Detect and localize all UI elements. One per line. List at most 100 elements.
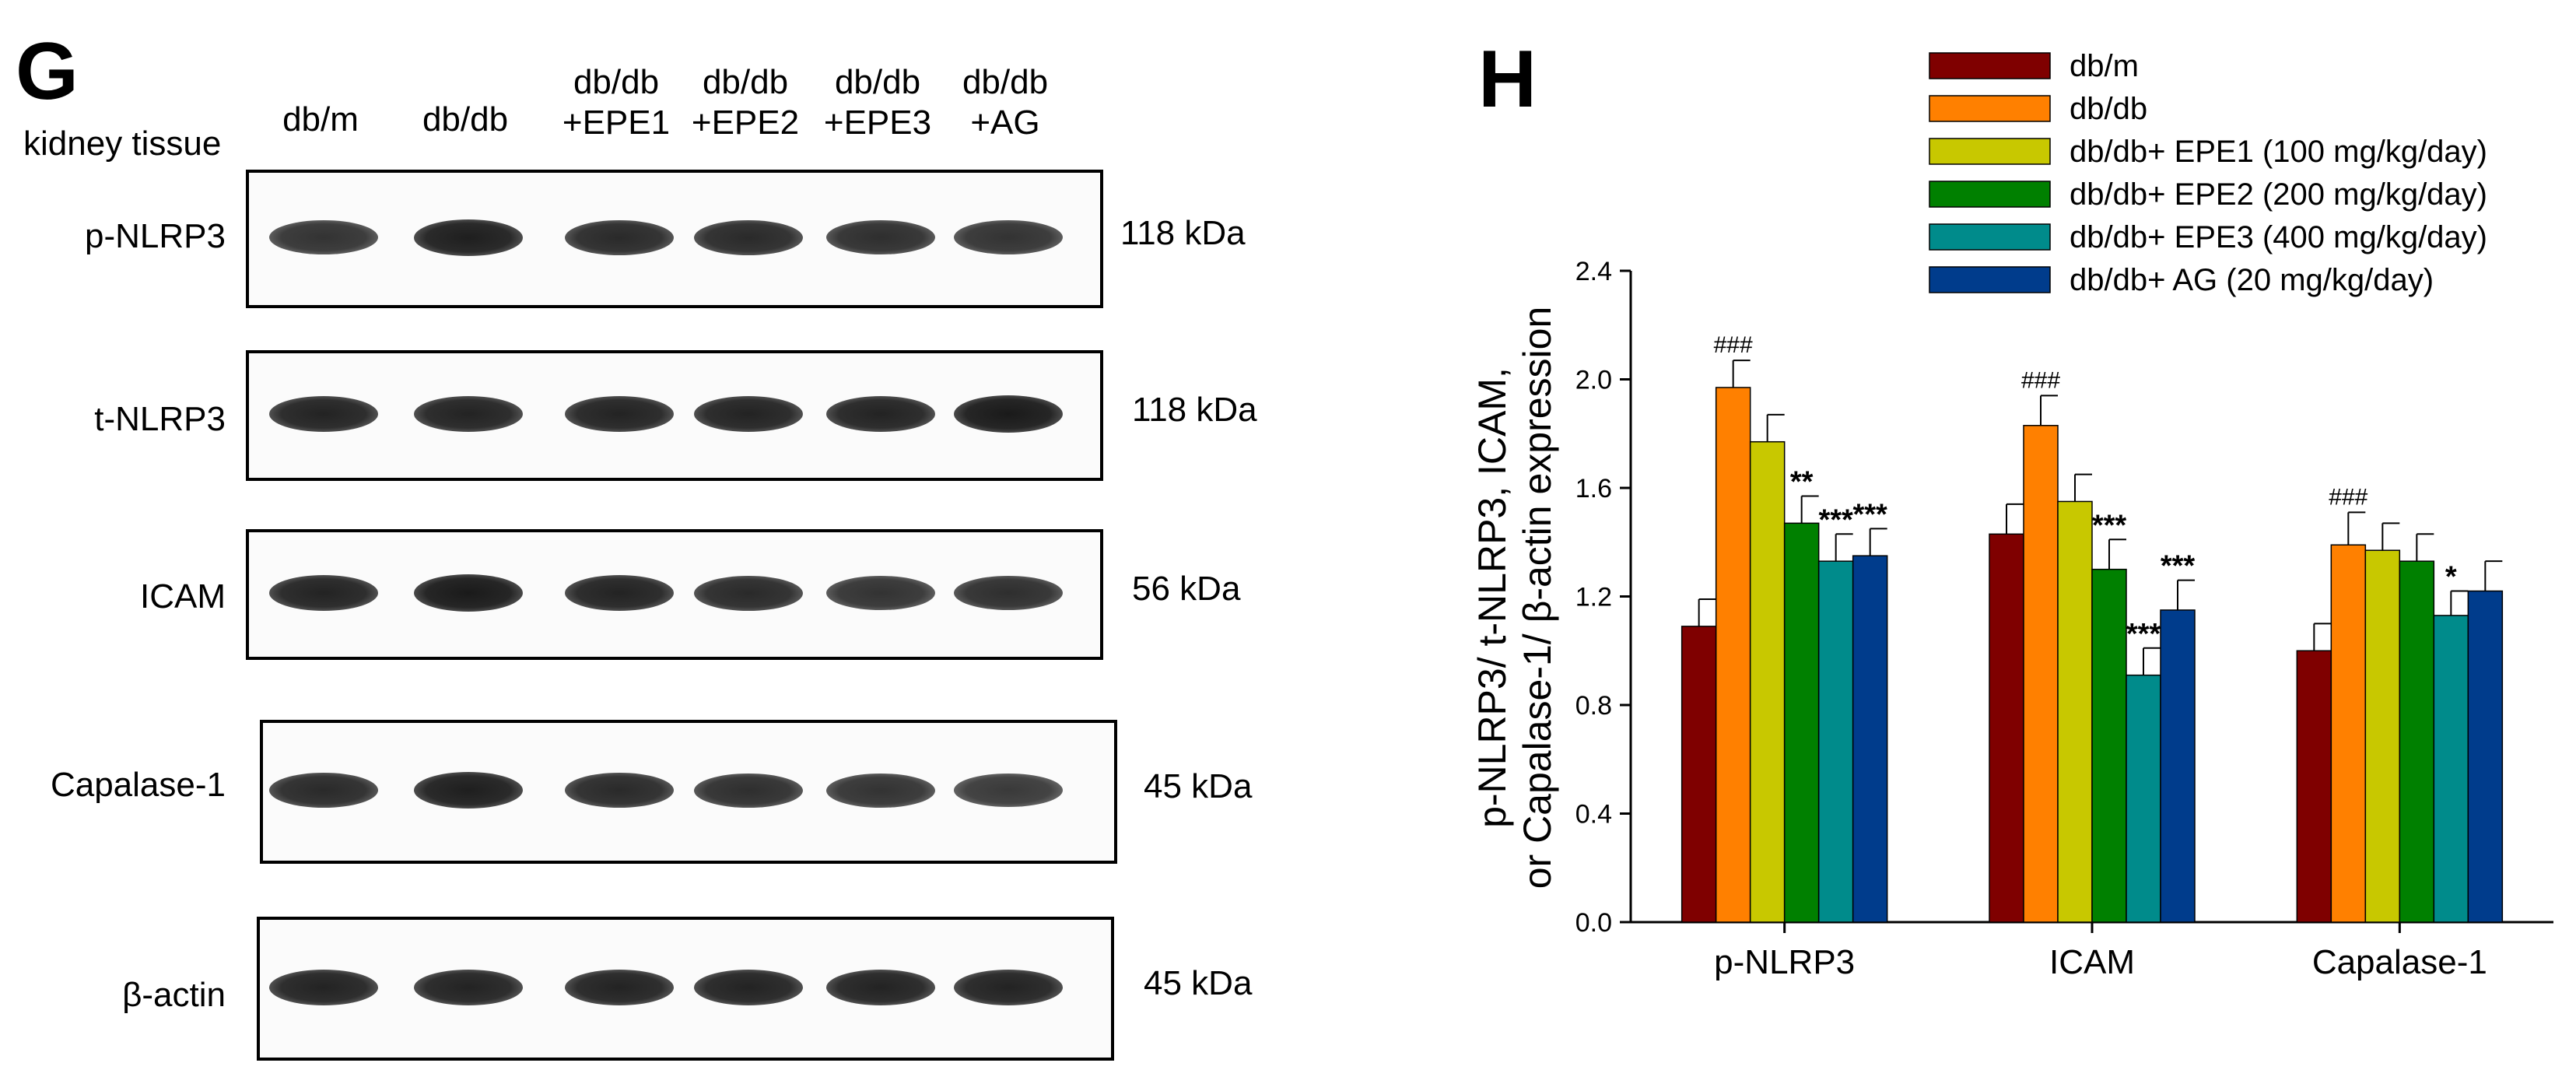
blot-band (565, 773, 674, 808)
y-tick-label: 1.2 (1575, 583, 1612, 612)
blot-band (826, 396, 935, 432)
significance-label: *** (1818, 503, 1853, 536)
blot-row-label: t-NLRP3 (94, 400, 226, 438)
blot-band (694, 575, 803, 611)
blot-band (954, 576, 1063, 610)
lane-header: db/db +EPE1 (546, 62, 686, 143)
blot-band (269, 773, 378, 808)
legend-swatch (1929, 223, 2051, 251)
significance-label: *** (2161, 550, 2196, 583)
x-tick-label: Capalase-1 (2312, 943, 2487, 981)
blot-band (414, 219, 523, 256)
significance-label: ### (2021, 367, 2060, 393)
blot-band (954, 220, 1063, 254)
significance-label: * (2445, 561, 2457, 594)
bar (2399, 560, 2435, 923)
y-tick-label: 2.0 (1575, 366, 1612, 395)
bar (2433, 615, 2469, 923)
significance-label: ### (1714, 332, 1753, 358)
bar (2091, 568, 2127, 923)
bar (1715, 387, 1751, 923)
legend-swatch (1929, 181, 2051, 208)
blot-band (954, 969, 1063, 1005)
bar (2160, 609, 2196, 923)
blot-row-label: p-NLRP3 (85, 217, 226, 255)
tissue-label: kidney tissue (23, 125, 222, 163)
blot-band (414, 396, 523, 432)
lane-header-line2: +EPE3 (823, 103, 932, 142)
blot-kda-label: 45 kDa (1144, 767, 1253, 805)
y-axis-label: or Capalase-1/ β-actin expression (1516, 307, 1559, 889)
legend-label: db/db+ AG (20 mg/kg/day) (2070, 263, 2434, 297)
lane-header: db/db +EPE3 (808, 62, 948, 143)
lane-header-line1: db/db (962, 63, 1049, 101)
bar (1783, 522, 1820, 923)
legend-swatch (1929, 138, 2051, 165)
panel-h-letter: H (1478, 34, 1537, 125)
blot-row-label: ICAM (140, 577, 226, 616)
y-axis-label: p-NLRP3/ t-NLRP3, ICAM, (1470, 367, 1514, 828)
y-tick-label: 0.4 (1575, 800, 1612, 830)
legend-label: db/db+ EPE2 (200 mg/kg/day) (2070, 177, 2487, 212)
blot-band (269, 969, 378, 1005)
blot--actin (257, 917, 1114, 1061)
bar (1749, 440, 1786, 923)
lane-header: db/db +EPE2 (675, 62, 815, 143)
lane-header: db/db +AG (935, 62, 1075, 143)
legend-swatch (1929, 52, 2051, 79)
lane-header-line2: +EPE2 (691, 103, 800, 142)
y-tick-label: 0.8 (1575, 691, 1612, 721)
bar (1852, 555, 1888, 923)
lane-header-line2: +AG (970, 103, 1040, 142)
blot-band (565, 969, 674, 1005)
y-tick-label: 0.0 (1575, 908, 1612, 938)
significance-label: *** (1852, 498, 1887, 531)
legend-label: db/db (2070, 92, 2147, 126)
blot-band (694, 773, 803, 808)
bar (2126, 674, 2161, 923)
legend-label: db/db+ EPE1 (100 mg/kg/day) (2070, 135, 2487, 169)
blot-kda-label: 118 kDa (1132, 391, 1257, 429)
significance-label: *** (2126, 618, 2161, 651)
panel-g-letter: G (16, 26, 79, 117)
bar (1817, 560, 1854, 923)
lane-header: db/db (422, 100, 509, 139)
blot-kda-label: 45 kDa (1144, 963, 1253, 1002)
bar (2364, 549, 2401, 923)
blot-band (694, 219, 803, 255)
blot-capalase-1 (260, 720, 1117, 864)
blot-icam (246, 529, 1103, 660)
blot-band (414, 969, 523, 1005)
blot-band (826, 220, 935, 254)
blot-band (565, 219, 674, 255)
blot-band (954, 395, 1063, 433)
blot-band (694, 969, 803, 1005)
lane-header: db/m (282, 100, 359, 139)
x-tick-label: ICAM (2049, 943, 2135, 981)
lane-header-line1: db/db (702, 63, 789, 101)
lane-header-line2: +EPE1 (562, 103, 671, 142)
significance-label: ** (1790, 465, 1814, 498)
blot-band (269, 575, 378, 611)
legend-swatch (1929, 95, 2051, 122)
blot-band (414, 574, 523, 612)
legend-label: db/m (2070, 49, 2139, 83)
x-tick-label: p-NLRP3 (1714, 943, 1855, 981)
bar (2330, 544, 2367, 923)
blot-band (826, 969, 935, 1005)
blot-band (269, 220, 378, 254)
blot-kda-label: 56 kDa (1132, 570, 1241, 608)
blot-row-label: β-actin (122, 976, 226, 1014)
lane-header-line1: db/db (834, 63, 921, 101)
lane-header-line1: db/db (573, 63, 660, 101)
significance-label: *** (2092, 509, 2127, 542)
blot-band (565, 396, 674, 432)
blot-row-label: Capalase-1 (50, 766, 226, 804)
blot-band (954, 774, 1063, 807)
blot-band (414, 772, 523, 809)
significance-label: ### (2329, 484, 2367, 510)
legend-label: db/db+ EPE3 (400 mg/kg/day) (2070, 220, 2487, 254)
blot-t-nlrp3 (246, 350, 1103, 481)
